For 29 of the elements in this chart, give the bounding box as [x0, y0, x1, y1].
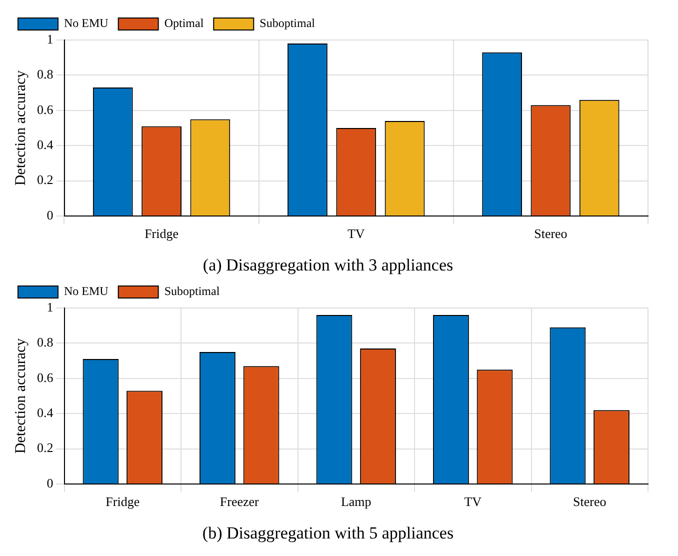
- y-tick-label: 1: [46, 299, 54, 314]
- y-tick-label: 1: [46, 31, 54, 46]
- x-tick-label: Stereo: [534, 226, 568, 242]
- x-tick-label: Freezer: [220, 494, 260, 510]
- legend-label: No EMU: [64, 16, 109, 30]
- legend-label: Suboptimal: [260, 16, 316, 30]
- y-tick-label: 0.2: [37, 172, 54, 188]
- y-tick-label: 0: [46, 207, 54, 222]
- y-tick-label: 0.4: [37, 137, 54, 152]
- text: (a) Disaggregation with 3 appliances: [202, 255, 454, 274]
- x-tick-label: TV: [464, 494, 482, 510]
- y-axis-title: Detection accuracy: [12, 70, 29, 186]
- x-tick-label: Fridge: [144, 226, 179, 242]
- y-tick-label: 0: [46, 475, 54, 490]
- legend-label: Optimal: [164, 16, 204, 30]
- x-tick-label: Stereo: [573, 494, 606, 510]
- y-tick-label: 0.2: [37, 440, 54, 456]
- y-tick-label: 0.4: [37, 405, 54, 420]
- y-tick-label: 0.8: [37, 66, 54, 82]
- legend-label: Suboptimal: [164, 284, 220, 298]
- y-axis-title: Detection accuracy: [12, 338, 29, 454]
- x-tick-label: TV: [347, 226, 366, 242]
- y-tick-label: 0.6: [37, 102, 54, 117]
- y-tick-label: 0.8: [37, 334, 54, 350]
- legend-label: No EMU: [64, 284, 109, 298]
- x-tick-label: Lamp: [340, 494, 372, 510]
- y-tick-label: 0.6: [37, 370, 54, 385]
- text: (b) Disaggregation with 5 appliances: [202, 523, 454, 542]
- x-tick-label: Fridge: [106, 494, 140, 510]
